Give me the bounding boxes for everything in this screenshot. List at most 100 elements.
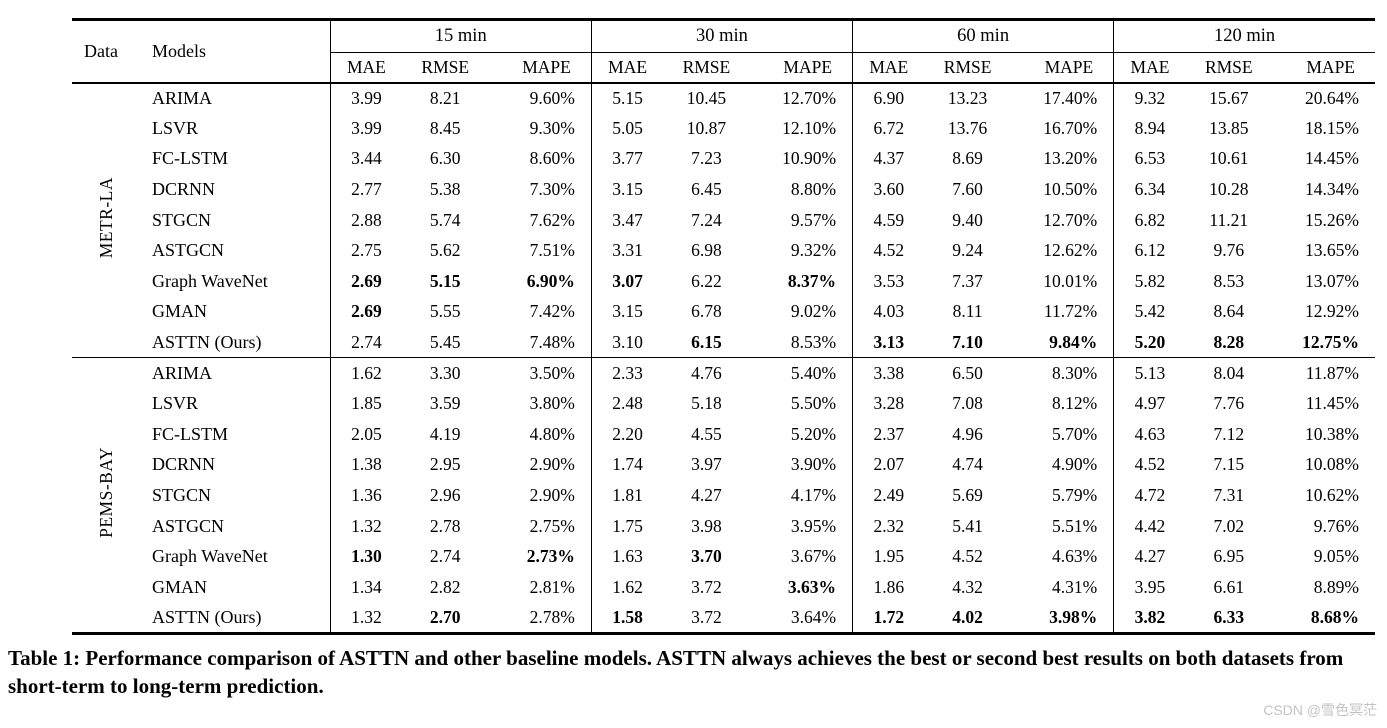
- value-cell: 5.15: [590, 82, 664, 114]
- page: Data Models 15 min 30 min 60 min 120 min MAE RM…: [0, 18, 1387, 718]
- value-cell: 12.62%: [1043, 240, 1098, 261]
- metric-header: MAE: [329, 52, 403, 84]
- value-cell: 5.05: [590, 113, 664, 144]
- value-cell: 13.07%: [1305, 270, 1359, 291]
- value-cell: 2.05: [329, 419, 403, 450]
- value-cell: 4.52: [952, 546, 983, 567]
- value-cell: 12.70%: [782, 87, 837, 108]
- value-cell: 4.55: [691, 423, 722, 444]
- value-cell: 13.23: [947, 87, 988, 108]
- value-cell: 8.53%: [790, 331, 837, 352]
- model-name-cell: FC-LSTM: [152, 423, 229, 444]
- dataset-section: METR-LA ARIMA 3.99 8.21 9.60% 5.15 10.45 12.70%…: [72, 82, 1375, 358]
- value-cell: 7.51%: [529, 240, 575, 261]
- model-name-cell: ASTGCN: [152, 515, 225, 536]
- value-cell: 4.80%: [529, 423, 575, 444]
- value-cell: 7.31: [1213, 485, 1245, 506]
- table-row: GMAN 2.69 5.55 7.42% 3.15 6.78 9.02% 4.03 8.11 11…: [72, 296, 1375, 328]
- value-cell: 6.34: [1113, 174, 1186, 205]
- metric-header: MAPE: [1271, 52, 1375, 84]
- value-cell: 3.59: [429, 393, 461, 414]
- horizon-header: 15 min: [329, 19, 592, 53]
- value-cell: 2.81%: [529, 576, 575, 597]
- value-cell: 9.84%: [1049, 331, 1098, 352]
- value-cell: 5.69: [952, 485, 983, 506]
- value-cell: 4.74: [952, 454, 983, 475]
- value-cell: 3.13: [852, 327, 925, 358]
- value-cell: 11.45%: [1305, 393, 1359, 414]
- table-row: Graph WaveNet 1.30 2.74 2.73% 1.63 3.70 3.67% 1…: [72, 541, 1375, 572]
- value-cell: 4.42: [1113, 510, 1186, 542]
- value-cell: 9.76: [1213, 240, 1245, 261]
- value-cell: 4.37: [852, 143, 925, 175]
- value-cell: 2.78%: [529, 606, 575, 627]
- value-cell: 6.45: [691, 179, 722, 200]
- value-cell: 12.75%: [1302, 331, 1359, 352]
- value-cell: 3.77: [590, 143, 664, 175]
- value-cell: 2.70: [429, 606, 461, 627]
- value-cell: 5.20: [1113, 327, 1186, 358]
- table-row: PEMS-BAY ARIMA 1.62 3.30 3.50% 2.33 4.76 5.40% 3…: [72, 357, 1375, 634]
- value-cell: 7.10: [952, 331, 983, 352]
- value-cell: 7.37: [952, 270, 983, 291]
- value-cell: 5.79%: [1052, 485, 1098, 506]
- value-cell: 3.07: [590, 266, 664, 297]
- value-cell: 6.78: [691, 301, 722, 322]
- metric-header: MAPE: [749, 52, 853, 84]
- model-name-cell: LSVR: [152, 393, 199, 414]
- value-cell: 11.72%: [1043, 301, 1098, 322]
- value-cell: 5.51%: [1052, 515, 1098, 536]
- table-row: LSVR 3.99 8.45 9.30% 5.05 10.87 12.10% 6.72 13.7…: [72, 113, 1375, 144]
- value-cell: 12.10%: [782, 117, 837, 138]
- model-name-cell: DCRNN: [152, 179, 216, 200]
- value-cell: 2.37: [852, 419, 925, 450]
- horizon-header: 30 min: [590, 19, 853, 53]
- value-cell: 8.11: [952, 301, 983, 322]
- value-cell: 2.75: [329, 235, 403, 267]
- value-cell: 9.24: [952, 240, 983, 261]
- value-cell: 2.20: [590, 419, 664, 450]
- value-cell: 9.76%: [1313, 515, 1359, 536]
- value-cell: 1.30: [329, 541, 403, 572]
- value-cell: 2.75%: [529, 515, 575, 536]
- value-cell: 2.78: [429, 515, 461, 536]
- value-cell: 8.37%: [787, 270, 837, 291]
- metric-header: MAE: [1113, 52, 1186, 84]
- value-cell: 2.74: [329, 327, 403, 358]
- value-cell: 5.13: [1113, 357, 1186, 389]
- table-row: LSVR 1.85 3.59 3.80% 2.48 5.18 5.50% 3.28 7.08 8.…: [72, 388, 1375, 420]
- value-cell: 13.85: [1209, 117, 1249, 138]
- value-cell: 3.82: [1113, 602, 1186, 634]
- value-cell: 6.30: [429, 148, 461, 169]
- dataset-label: METR-LA: [95, 177, 116, 259]
- value-cell: 1.62: [590, 572, 664, 603]
- value-cell: 4.03: [852, 296, 925, 328]
- model-name-cell: STGCN: [152, 209, 212, 230]
- value-cell: 7.48%: [529, 331, 575, 352]
- value-cell: 5.55: [429, 301, 461, 322]
- model-name-cell: Graph WaveNet: [152, 270, 268, 291]
- value-cell: 3.72: [691, 606, 722, 627]
- value-cell: 2.74: [429, 546, 461, 567]
- value-cell: 8.53: [1213, 270, 1245, 291]
- value-cell: 2.33: [590, 357, 664, 389]
- table-row: DCRNN 1.38 2.95 2.90% 1.74 3.97 3.90% 2.07 4.74 4…: [72, 449, 1375, 481]
- value-cell: 10.62%: [1305, 485, 1359, 506]
- value-cell: 12.70%: [1043, 209, 1098, 230]
- value-cell: 16.70%: [1043, 117, 1098, 138]
- value-cell: 8.45: [429, 117, 461, 138]
- model-name-cell: GMAN: [152, 576, 208, 597]
- value-cell: 3.44: [329, 143, 403, 175]
- value-cell: 2.82: [429, 576, 461, 597]
- value-cell: 6.33: [1213, 606, 1245, 627]
- value-cell: 9.32: [1113, 82, 1186, 114]
- value-cell: 13.76: [947, 117, 988, 138]
- value-cell: 8.28: [1213, 331, 1245, 352]
- value-cell: 11.87%: [1271, 357, 1375, 389]
- value-cell: 2.88: [329, 204, 403, 236]
- value-cell: 12.92%: [1305, 301, 1359, 322]
- value-cell: 10.61: [1209, 148, 1249, 169]
- value-cell: 3.60: [852, 174, 925, 205]
- value-cell: 10.38%: [1305, 423, 1359, 444]
- table-row: ASTTN (Ours) 2.74 5.45 7.48% 3.10 6.15 8.53% 3.…: [72, 327, 1375, 358]
